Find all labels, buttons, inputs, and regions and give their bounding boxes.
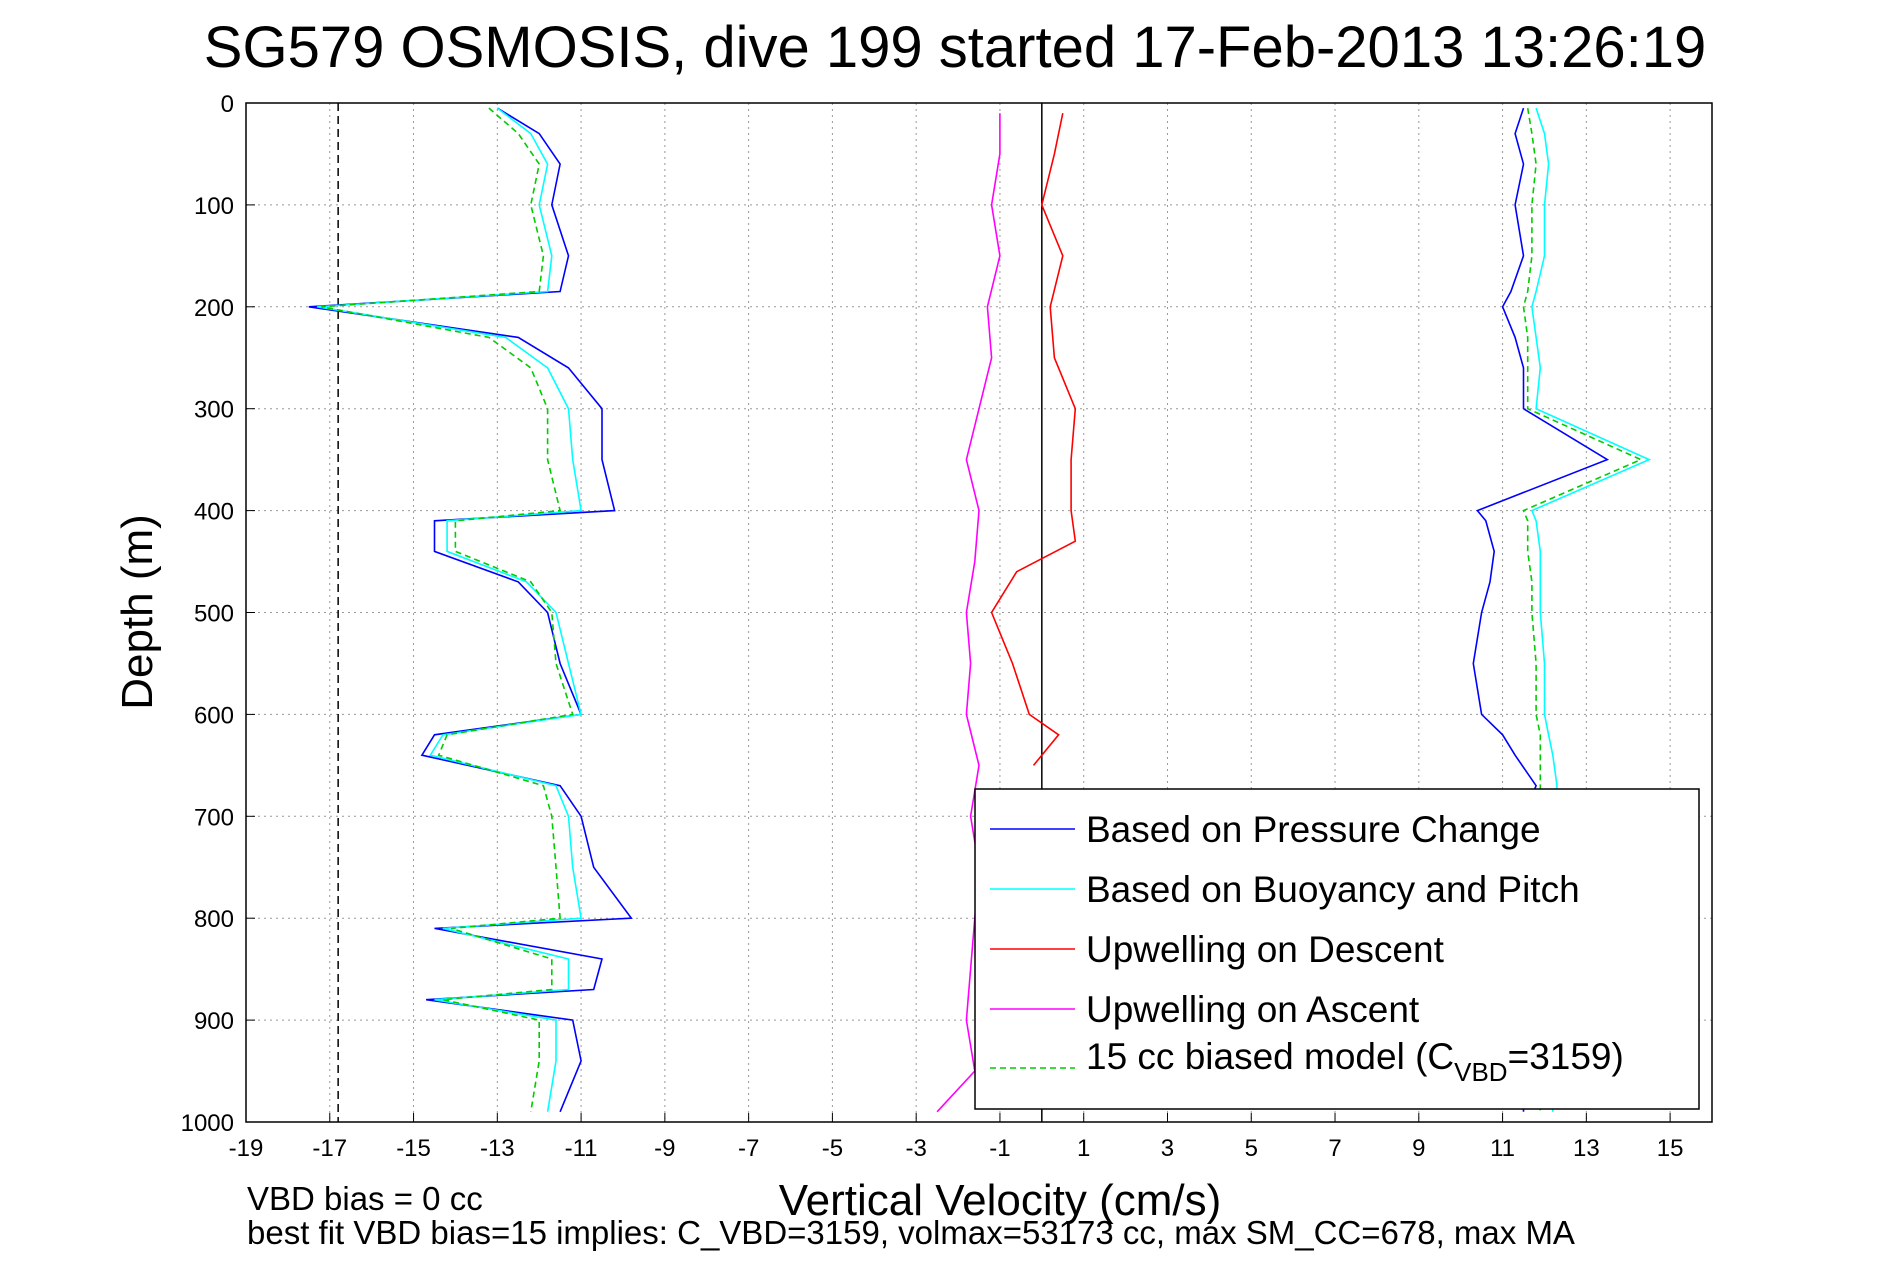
legend-entries: Based on Pressure Change Based on Buoyanc… — [990, 809, 1580, 1030]
x-tick-label: -9 — [654, 1135, 675, 1162]
legend-label: Based on Pressure Change — [1086, 809, 1541, 850]
series-line-4-values — [936, 113, 1001, 1113]
y-tick-label: 700 — [194, 804, 234, 831]
y-tick-label: 500 — [194, 601, 234, 628]
x-axis-label: Vertical Velocity (cm/s) — [779, 1176, 1222, 1225]
footnote-vbd-bias: VBD bias = 0 cc — [247, 1180, 483, 1217]
x-tick-label: -5 — [822, 1135, 843, 1162]
x-tick-label: -19 — [229, 1135, 264, 1162]
y-axis-ticks: 0 100 200 300 400 500 600 700 800 900 1000 — [181, 91, 255, 1137]
y-tick-label: 100 — [194, 193, 234, 220]
x-tick-label: 15 — [1657, 1135, 1684, 1162]
x-tick-label: -7 — [738, 1135, 759, 1162]
y-tick-label: 300 — [194, 397, 234, 424]
x-tick-label: -11 — [565, 1135, 598, 1162]
legend-label: Based on Buoyancy and Pitch — [1086, 869, 1580, 910]
x-tick-label: -13 — [480, 1135, 515, 1162]
chart-title: SG579 OSMOSIS, dive 199 started 17-Feb-2… — [204, 15, 1706, 80]
x-tick-label: -17 — [312, 1135, 347, 1162]
y-tick-label: 400 — [194, 499, 234, 526]
x-tick-label: 3 — [1161, 1135, 1174, 1162]
x-tick-label: 5 — [1245, 1135, 1258, 1162]
legend: Based on Pressure Change Based on Buoyanc… — [974, 788, 1700, 1110]
series-line-5-descent — [321, 107, 574, 1112]
y-tick-label: 600 — [194, 702, 234, 729]
x-tick-label: -1 — [989, 1135, 1010, 1162]
legend-label: Upwelling on Descent — [1086, 929, 1445, 970]
y-axis-label: Depth (m) — [113, 514, 162, 710]
x-tick-label: 13 — [1573, 1135, 1600, 1162]
series-line-3-values — [990, 113, 1077, 766]
series-line-2-descent — [317, 107, 583, 1112]
x-tick-label: 11 — [1490, 1135, 1515, 1162]
y-tick-label: 800 — [194, 906, 234, 933]
legend-label: Upwelling on Ascent — [1086, 989, 1420, 1030]
x-tick-label: 7 — [1328, 1135, 1341, 1162]
x-tick-label: 1 — [1077, 1135, 1090, 1162]
x-tick-label: 9 — [1412, 1135, 1425, 1162]
x-tick-label: -3 — [905, 1135, 926, 1162]
x-tick-label: -15 — [396, 1135, 431, 1162]
series-line-1-descent — [308, 107, 633, 1113]
legend-box — [974, 788, 1700, 1110]
x-axis-ticks: -19 -17 -15 -13 -11 -9 -7 -5 -3 -1 1 3 5 7 9 11 13 15 — [229, 1113, 1684, 1162]
legend-label-model: 15 cc biased model (CVBD=3159) — [1086, 1036, 1624, 1087]
y-tick-label: 200 — [194, 295, 234, 322]
footnote-best-fit: best fit VBD bias=15 implies: C_VBD=3159… — [247, 1214, 1575, 1251]
y-tick-label: 0 — [221, 91, 234, 118]
y-tick-label: 900 — [194, 1008, 234, 1035]
y-tick-label: 1000 — [181, 1110, 234, 1137]
